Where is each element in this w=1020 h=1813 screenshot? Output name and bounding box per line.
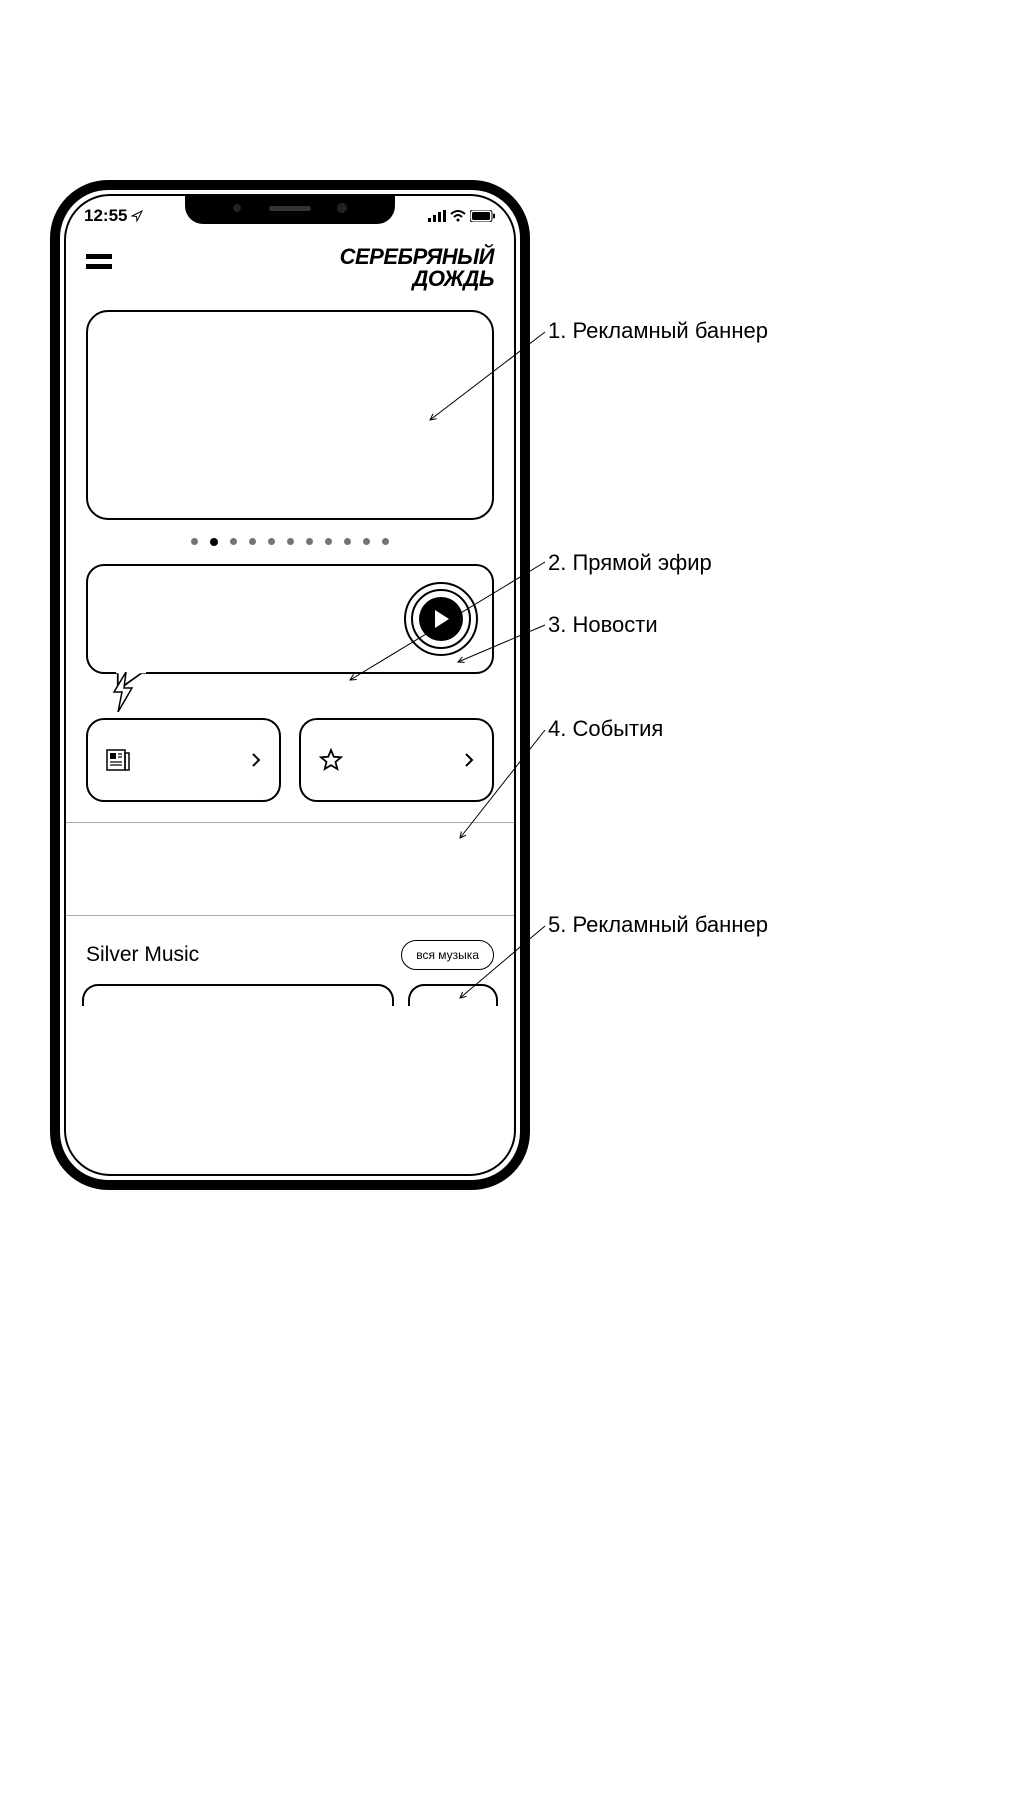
tiles-row — [86, 718, 494, 802]
chevron-right-icon — [251, 752, 261, 768]
phone-notch — [185, 194, 395, 224]
pagination-dot[interactable] — [325, 538, 332, 545]
app-screen: СЕРЕБРЯНЫЙ ДОЖДЬ — [66, 234, 514, 1174]
pagination-dot[interactable] — [306, 538, 313, 545]
section-title: Silver Music — [86, 943, 199, 967]
phone-screen-bezel: 12:55 — [64, 194, 516, 1176]
hamburger-icon — [86, 254, 112, 270]
wifi-icon — [450, 210, 466, 222]
ad-banner-2[interactable] — [66, 822, 514, 916]
pagination-dot[interactable] — [210, 538, 218, 546]
pagination-dot[interactable] — [249, 538, 256, 545]
annotation-label: 2. Прямой эфир — [548, 550, 712, 576]
star-icon — [319, 748, 343, 772]
phone-side-button — [528, 470, 530, 560]
pagination-dot[interactable] — [230, 538, 237, 545]
news-tile[interactable] — [86, 718, 281, 802]
logo-line1: СЕРЕБРЯНЫЙ — [340, 246, 494, 268]
annotation-label: 5. Рекламный баннер — [548, 912, 768, 938]
annotation-label: 3. Новости — [548, 612, 658, 638]
annotation-label: 1. Рекламный баннер — [548, 318, 768, 344]
cellular-signal-icon — [428, 210, 446, 222]
events-tile[interactable] — [299, 718, 494, 802]
pagination-dot[interactable] — [268, 538, 275, 545]
music-card[interactable] — [82, 984, 394, 1006]
annotation-label: 4. События — [548, 716, 663, 742]
music-carousel[interactable] — [82, 984, 498, 1006]
all-music-button[interactable]: вся музыка — [401, 940, 494, 970]
carousel-pagination[interactable] — [86, 538, 494, 546]
phone-side-button — [528, 580, 530, 635]
app-header: СЕРЕБРЯНЫЙ ДОЖДЬ — [86, 246, 494, 290]
lightning-icon — [110, 672, 136, 712]
pagination-dot[interactable] — [363, 538, 370, 545]
app-logo: СЕРЕБРЯНЫЙ ДОЖДЬ — [340, 246, 494, 290]
pagination-dot[interactable] — [344, 538, 351, 545]
live-stream-card[interactable] — [86, 564, 494, 674]
battery-icon — [470, 210, 496, 222]
menu-button[interactable] — [86, 254, 112, 275]
chevron-right-icon — [464, 752, 474, 768]
pagination-dot[interactable] — [382, 538, 389, 545]
play-icon — [433, 610, 449, 628]
status-time: 12:55 — [84, 206, 127, 226]
music-section-header: Silver Music вся музыка — [86, 940, 494, 970]
location-arrow-icon — [131, 210, 143, 222]
music-card[interactable] — [408, 984, 498, 1006]
play-button[interactable] — [404, 582, 478, 656]
ad-banner[interactable] — [86, 310, 494, 520]
pagination-dot[interactable] — [287, 538, 294, 545]
logo-line2: ДОЖДЬ — [340, 268, 494, 290]
pagination-dot[interactable] — [191, 538, 198, 545]
newspaper-icon — [106, 749, 130, 771]
phone-frame: 12:55 — [50, 180, 530, 1190]
